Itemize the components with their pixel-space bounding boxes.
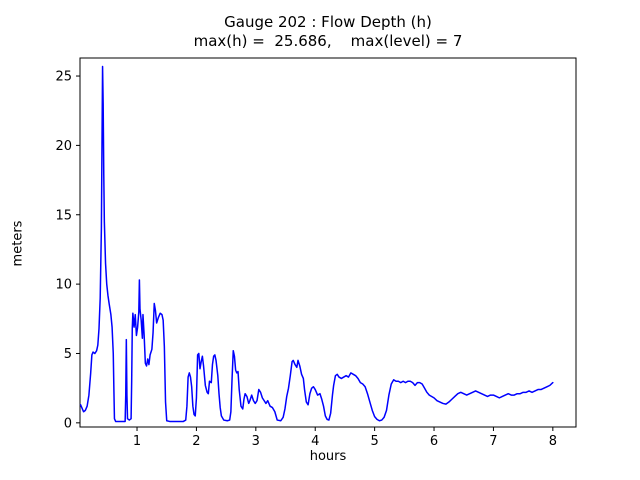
y-tick-label: 0	[64, 416, 72, 431]
chart-title-block: Gauge 202 : Flow Depth (h) max(h) = 25.6…	[80, 13, 576, 51]
axes-frame	[79, 57, 577, 428]
x-axis-label: hours	[309, 449, 347, 464]
y-tick-label: 5	[64, 347, 72, 362]
x-tick-label: 7	[489, 434, 497, 449]
y-tick-label: 10	[55, 278, 72, 293]
x-tick-label: 2	[192, 434, 200, 449]
x-tick-label: 6	[430, 434, 438, 449]
y-tick-label: 15	[55, 208, 72, 223]
x-tick-label: 1	[133, 434, 141, 449]
y-tick-label: 20	[55, 139, 72, 154]
x-tick-label: 8	[549, 434, 557, 449]
y-tick-label: 25	[55, 70, 72, 85]
x-tick-label: 5	[370, 434, 378, 449]
flow-depth-line	[79, 65, 554, 423]
chart-title: Gauge 202 : Flow Depth (h)	[224, 13, 432, 31]
x-tick-label: 3	[252, 434, 260, 449]
x-tick-label: 4	[311, 434, 319, 449]
chart-subtitle: max(h) = 25.686, max(level) = 7	[193, 32, 463, 50]
